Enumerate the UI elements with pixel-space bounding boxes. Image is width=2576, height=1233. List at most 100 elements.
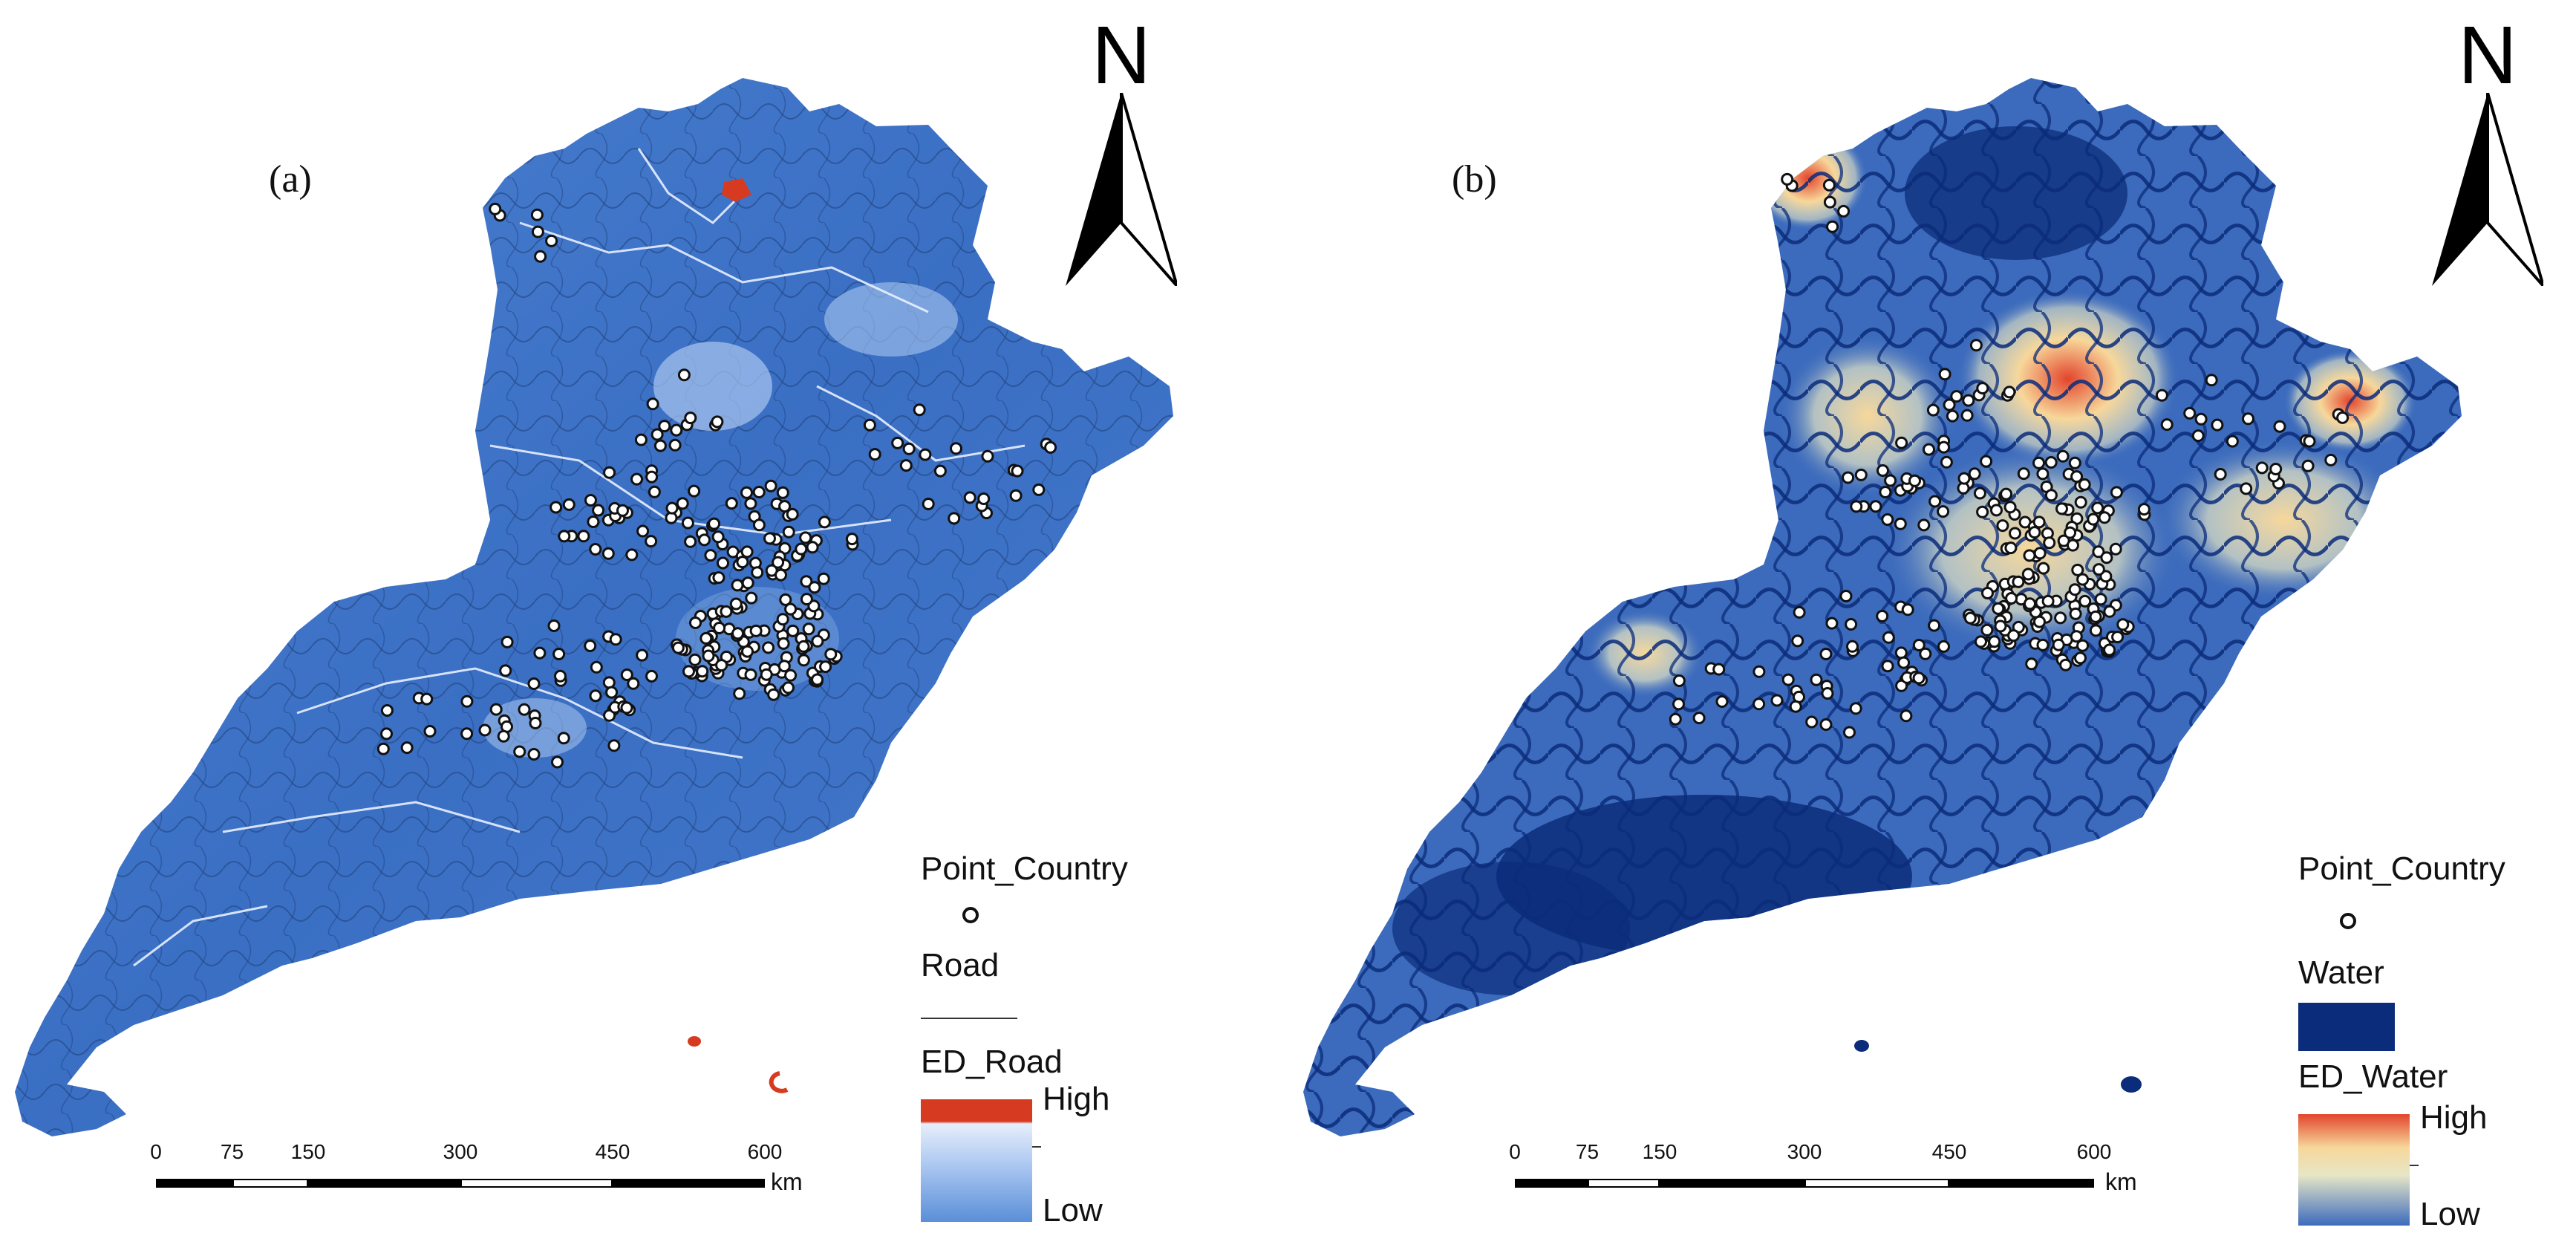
legend-point-symbol (2340, 913, 2356, 929)
village-point (601, 547, 615, 560)
village-point (1992, 602, 2005, 615)
village-point (1912, 671, 1926, 685)
scale-bar-segment (1515, 1179, 1588, 1188)
village-point (620, 668, 633, 681)
village-point (380, 704, 394, 717)
scale-tick-label: 450 (595, 1140, 630, 1163)
village-point (806, 541, 819, 554)
village-point (933, 464, 947, 478)
village-point (733, 687, 746, 700)
village-point (1928, 495, 1942, 508)
village-point (527, 677, 541, 690)
village-point (950, 442, 962, 455)
village-point (749, 624, 763, 637)
village-point (1882, 631, 1895, 644)
village-point (1876, 610, 1889, 622)
village-point (1819, 648, 1833, 660)
north-arrow-a: N (1058, 10, 1184, 286)
village-point (636, 648, 649, 662)
village-point (2255, 461, 2269, 475)
village-point (2071, 563, 2084, 576)
village-point (1923, 443, 1935, 456)
village-point (513, 745, 526, 758)
village-point (423, 725, 437, 738)
village-point (1879, 486, 1892, 498)
village-point (745, 591, 758, 605)
village-point (1009, 489, 1023, 502)
legend-water-swatch (2298, 1003, 2395, 1051)
village-point (648, 485, 661, 498)
scale-tick-label: 150 (1642, 1140, 1677, 1163)
village-point (715, 659, 728, 672)
village-point (731, 579, 744, 592)
village-point (671, 641, 685, 654)
legend-ramp-title: ED_Road (921, 1044, 1063, 1080)
village-point (2092, 563, 2105, 576)
village-point (534, 250, 547, 263)
village-point (795, 542, 808, 556)
village-point (784, 602, 798, 616)
village-point (616, 504, 629, 517)
village-point (545, 234, 558, 247)
village-point (1850, 500, 1863, 513)
village-point (2033, 547, 2047, 560)
village-point (1938, 368, 1951, 381)
village-point (2064, 526, 2077, 539)
village-point (1821, 687, 1834, 700)
north-arrow-icon (1066, 93, 1177, 286)
legend-points-title: Point_Country (2298, 850, 2505, 887)
panel-b-label: (b) (1452, 158, 1497, 201)
village-point (1996, 519, 2009, 533)
village-point (713, 622, 726, 634)
village-point (1962, 394, 1975, 407)
village-point (1973, 487, 1986, 500)
road-map-canvas (15, 78, 1173, 1136)
village-point (380, 727, 393, 741)
village-point (1940, 455, 1953, 469)
village-point (819, 660, 832, 674)
village-point (552, 648, 566, 660)
village-point (2028, 526, 2041, 539)
village-point (2074, 651, 2087, 665)
village-point (529, 717, 542, 729)
village-point (1980, 623, 1994, 637)
village-point (1810, 673, 1823, 686)
scale-tick-label: 150 (290, 1140, 326, 1163)
village-point (772, 556, 785, 569)
village-point (731, 627, 744, 640)
village-point (1990, 504, 2003, 517)
village-point (2078, 478, 2091, 491)
village-point (2003, 385, 2016, 399)
village-point (799, 531, 812, 544)
village-point (400, 741, 414, 755)
village-point (777, 637, 790, 650)
village-point (696, 665, 709, 678)
village-point (704, 549, 717, 562)
village-point (741, 645, 754, 658)
scale-bar-segment (1587, 1179, 1660, 1188)
village-point (1919, 647, 1932, 660)
legend-road-line (921, 1018, 1017, 1019)
village-point (645, 535, 658, 548)
village-point (948, 512, 961, 525)
village-point (605, 686, 619, 699)
village-point (741, 576, 754, 590)
village-point (2242, 412, 2254, 426)
village-point (2324, 453, 2338, 466)
village-point (818, 515, 831, 529)
village-point (668, 438, 682, 452)
village-point (1791, 634, 1804, 648)
village-point (2103, 643, 2116, 657)
village-point (2076, 639, 2090, 652)
village-point (2094, 593, 2107, 606)
north-arrow-icon (2432, 93, 2543, 286)
village-point (2023, 549, 2036, 562)
village-point (1715, 695, 1729, 708)
village-point (2012, 575, 2025, 588)
village-point (1937, 640, 1950, 653)
village-point (1839, 590, 1853, 602)
village-point (550, 501, 563, 514)
village-point (497, 729, 510, 743)
north-letter: N (1092, 10, 1151, 101)
village-point (1669, 712, 1682, 726)
